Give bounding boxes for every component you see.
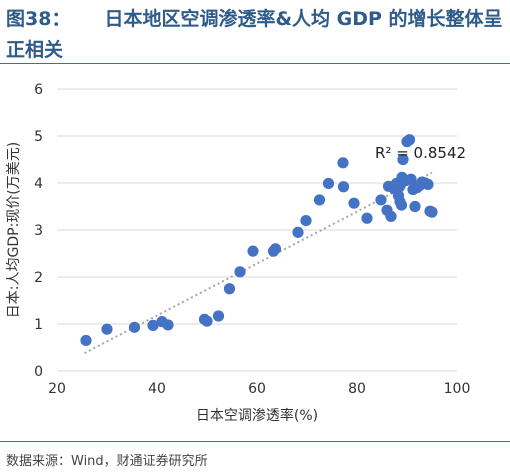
y-tick-labels: 0 1 2 3 4 5 6 [34, 82, 43, 380]
figure-title-text: 日本地区空调渗透率&人均 GDP 的增长整体呈正相关 [6, 8, 503, 61]
x-axis-label: 日本空调渗透率(%) [196, 407, 318, 424]
data-point-1 [101, 323, 113, 335]
data-point-36 [403, 134, 416, 146]
x-tick-4: 100 [444, 381, 471, 397]
data-point-8 [212, 310, 225, 322]
data-point-14 [292, 226, 304, 238]
data-point-7 [201, 315, 213, 327]
data-point-31 [395, 199, 408, 211]
data-point-37 [405, 173, 417, 185]
data-point-44 [422, 178, 434, 191]
data-point-33 [397, 153, 409, 166]
data-point-10 [234, 266, 246, 278]
y-axis-label: 日本:人均GDP:现价(万美元) [6, 142, 22, 318]
y-tick-4: 4 [34, 176, 43, 192]
data-points [80, 134, 438, 347]
x-tick-labels: 20 40 60 80 100 [48, 381, 470, 397]
y-tick-0: 0 [34, 364, 43, 380]
gridlines [57, 88, 457, 372]
data-point-19 [337, 157, 349, 169]
data-point-9 [223, 283, 236, 295]
scatter-chart: 0 1 2 3 4 5 6 20 40 60 80 100 R² = 0.8542 日本空调渗透率(… [6, 82, 470, 424]
r-squared-label: R² = 0.8542 [375, 144, 466, 162]
data-point-11 [247, 245, 259, 257]
figure-title: 图38： 日本地区空调渗透率&人均 GDP 的增长整体呈正相关 [6, 4, 506, 66]
y-tick-6: 6 [34, 82, 43, 98]
data-point-20 [348, 197, 360, 209]
data-point-22 [375, 194, 387, 206]
x-tick-1: 40 [148, 381, 166, 397]
data-point-0 [80, 334, 92, 347]
data-point-25 [385, 210, 397, 222]
trendline [84, 171, 433, 355]
data-point-21 [361, 212, 373, 224]
data-point-3 [147, 319, 159, 332]
y-tick-1: 1 [34, 317, 43, 333]
source-note: 数据来源：Wind，财通证券研究所 [6, 454, 208, 469]
figure-number: 图38： [6, 8, 71, 30]
y-tick-3: 3 [34, 223, 43, 239]
data-point-17 [322, 177, 335, 190]
y-tick-2: 2 [34, 270, 43, 286]
data-point-39 [409, 200, 421, 213]
data-point-2 [128, 321, 141, 333]
data-point-16 [313, 194, 326, 206]
x-tick-2: 60 [248, 381, 266, 397]
x-tick-0: 20 [48, 381, 66, 397]
title-divider [0, 63, 510, 64]
footer-divider [0, 441, 510, 442]
data-point-5 [162, 319, 174, 331]
data-point-15 [300, 215, 312, 227]
data-point-13 [269, 243, 282, 255]
x-tick-3: 80 [348, 381, 366, 397]
data-point-18 [337, 181, 350, 193]
y-tick-5: 5 [34, 129, 43, 145]
data-point-46 [426, 206, 438, 218]
